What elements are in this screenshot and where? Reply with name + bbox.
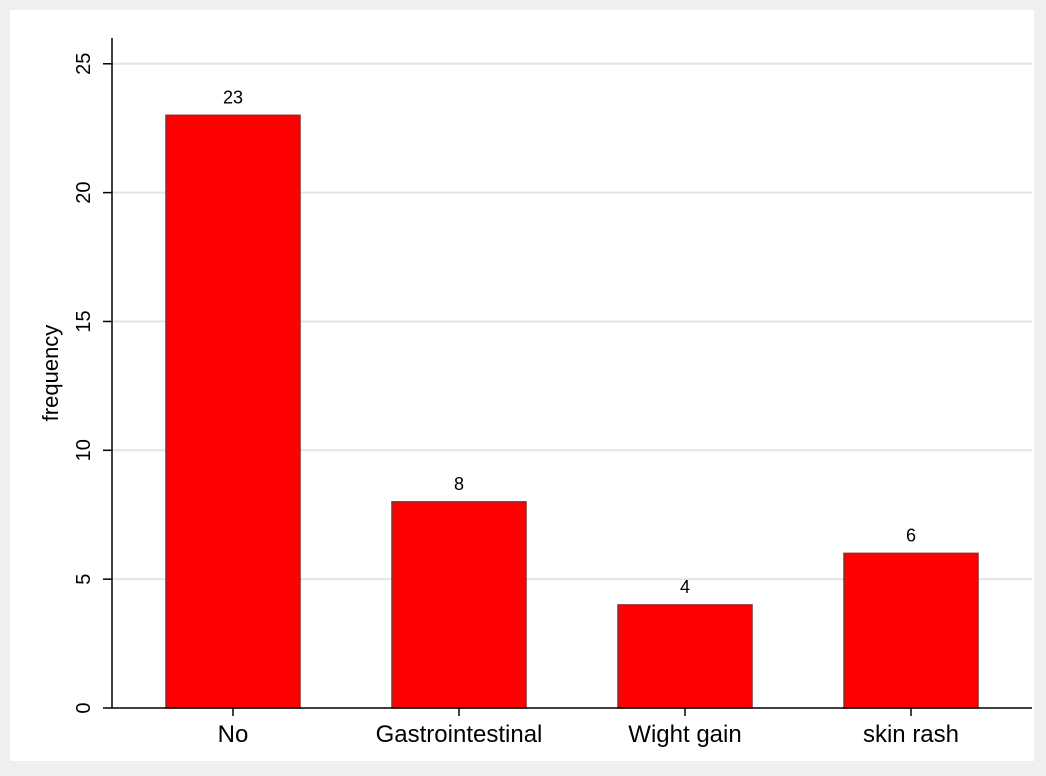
y-tick-label: 25 [73,53,95,75]
x-tick-label: Wight gain [628,721,741,748]
bar-wight-gain [617,604,753,709]
data-label: 4 [680,577,690,597]
axes [103,38,1032,716]
bar-skin-rash [843,552,979,709]
data-label: 6 [906,525,916,545]
bar-no [165,114,301,709]
y-tick-label: 0 [73,702,95,713]
data-label: 23 [223,87,243,107]
y-tick-label: 5 [73,574,95,585]
bar-gastrointestinal [391,501,527,709]
bars [165,114,979,709]
y-tick-label: 20 [73,181,95,203]
x-tick-label: Gastrointestinal [376,721,543,748]
x-tick-label: No [218,721,249,748]
labels: 23 No 8 Gastrointestinal 4 Wight gain 6 skin ra… [73,53,959,748]
x-tick-label: skin rash [863,721,959,748]
y-axis-title: frequency [38,325,63,422]
y-tick-label: 10 [73,439,95,461]
y-tick-label: 15 [73,310,95,332]
data-label: 8 [454,474,464,494]
